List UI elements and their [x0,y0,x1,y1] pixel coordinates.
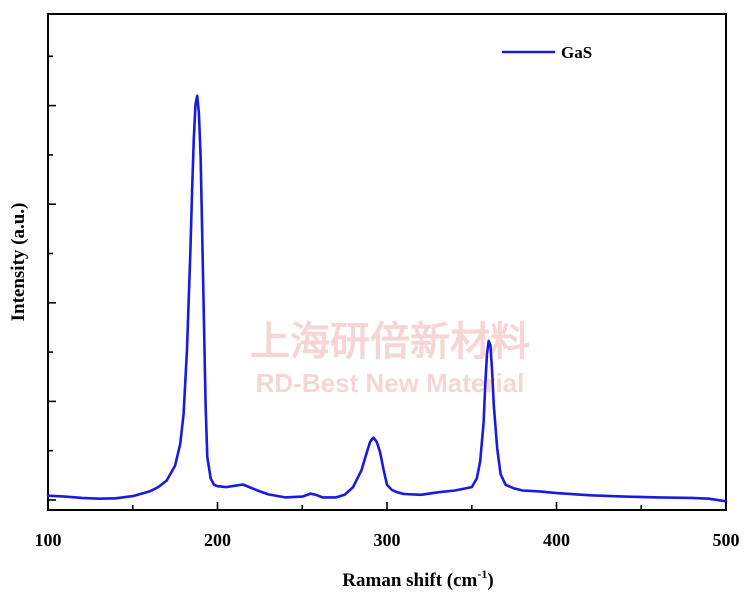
plot-frame [47,13,727,511]
x-tick-label: 200 [204,530,231,550]
watermark-en: RD-Best New Material [256,368,525,398]
x-axis-ticks [47,502,727,510]
watermark-cn: 上海研倍新材料 [250,319,530,365]
x-axis-tick-labels: 100 200 300 400 500 [35,530,740,550]
x-tick-label: 500 [713,530,740,550]
x-tick-label: 300 [374,530,401,550]
x-tick-label: 100 [35,530,62,550]
series-line-gas [46,94,728,503]
legend-label-gas: GaS [561,43,592,62]
x-axis-title: Raman shift (cm-1) [342,567,493,591]
y-axis-ticks [48,55,56,501]
y-axis-title: Intensity (a.u.) [8,203,29,322]
x-tick-label: 400 [543,530,570,550]
legend: GaS [502,43,592,62]
